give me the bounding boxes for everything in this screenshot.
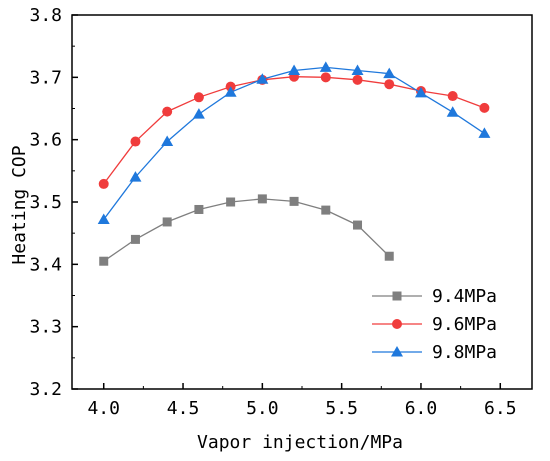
data-point: [479, 102, 490, 113]
x-tick-label: 5.0: [246, 398, 279, 419]
data-point: [162, 217, 172, 227]
legend-label: 9.8MPa: [432, 342, 497, 363]
data-point: [384, 251, 394, 261]
y-tick-label: 3.3: [29, 317, 62, 338]
legend-marker: [391, 346, 403, 357]
data-point: [383, 67, 396, 79]
x-tick-label: 6.0: [405, 398, 438, 419]
x-tick-label: 6.5: [484, 398, 517, 419]
legend-label: 9.4MPa: [432, 286, 497, 307]
series-layer: [97, 61, 491, 266]
data-point: [257, 194, 267, 204]
data-point: [194, 204, 204, 214]
series-line: [103, 76, 485, 185]
data-point: [226, 197, 236, 207]
data-point: [97, 213, 110, 224]
legend-item: 9.8MPa: [372, 342, 497, 363]
legend-marker: [392, 319, 402, 329]
legend-item: 9.4MPa: [372, 286, 497, 307]
data-point: [192, 108, 205, 119]
data-point: [130, 234, 140, 244]
y-tick-label: 3.4: [29, 254, 62, 275]
y-axis: 3.2 3.3 3.4 3.5 3.6 3.7 3.8: [29, 5, 78, 400]
legend-marker: [392, 291, 402, 301]
data-point: [129, 171, 142, 182]
series-3: [97, 61, 491, 224]
data-point: [384, 79, 395, 90]
series-line: [103, 198, 390, 262]
data-point: [99, 256, 109, 266]
legend-item: 9.6MPa: [372, 314, 497, 335]
data-point: [130, 136, 141, 147]
y-tick-label: 3.7: [29, 67, 62, 88]
data-point: [98, 178, 109, 189]
data-point: [446, 106, 459, 117]
y-tick-label: 3.2: [29, 379, 62, 400]
data-point: [193, 92, 204, 103]
data-point: [321, 205, 331, 215]
data-point: [162, 106, 173, 117]
series-line: [103, 66, 485, 220]
data-point: [224, 86, 237, 97]
data-point: [478, 127, 491, 138]
x-tick-label: 5.5: [325, 398, 358, 419]
series-1: [99, 194, 394, 266]
data-point: [161, 135, 174, 147]
series-2: [98, 71, 490, 189]
legend: 9.4MPa 9.6MPa 9.8MPa: [372, 286, 497, 363]
x-axis-label: Vapor injection/MPa: [197, 432, 403, 453]
legend-label: 9.6MPa: [432, 314, 497, 335]
y-axis-label: Heating COP: [9, 145, 30, 264]
data-point: [256, 73, 269, 84]
data-point: [289, 196, 299, 206]
x-axis: 4.0 4.5 5.0 5.5 6.0 6.5: [87, 383, 517, 419]
data-point: [414, 86, 427, 98]
data-point: [288, 64, 301, 75]
data-point: [352, 74, 363, 85]
data-point: [353, 220, 363, 230]
x-tick-label: 4.0: [87, 398, 120, 419]
y-tick-label: 3.8: [29, 5, 62, 26]
data-point: [447, 91, 458, 102]
y-tick-label: 3.5: [29, 192, 62, 213]
data-point: [351, 64, 364, 75]
data-point: [319, 61, 332, 72]
y-tick-label: 3.6: [29, 130, 62, 151]
x-tick-label: 4.5: [167, 398, 200, 419]
data-point: [320, 72, 331, 83]
